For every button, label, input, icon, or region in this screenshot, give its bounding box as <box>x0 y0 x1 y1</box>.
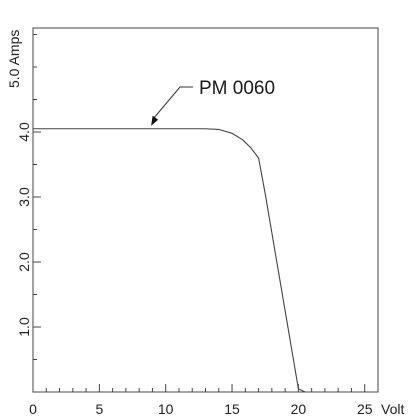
y-tick-label: 1.0 <box>16 317 32 337</box>
annotation-leader-line <box>153 86 193 119</box>
x-tick-label: 15 <box>224 401 240 417</box>
annotation-label: PM 0060 <box>199 78 275 99</box>
x-tick-label: 25 <box>357 401 373 417</box>
x-tick-label: 10 <box>158 401 174 417</box>
y-tick-labels: 1.0 2.0 3.0 4.0 <box>16 122 32 337</box>
series-annotation: PM 0060 <box>151 78 275 126</box>
annotation-arrowhead <box>151 115 159 126</box>
y-tick-label: 3.0 <box>16 187 32 207</box>
y-tick-label: 4.0 <box>16 122 32 142</box>
y-tick-label: 2.0 <box>16 252 32 272</box>
x-tick-label: 0 <box>29 401 37 417</box>
x-tick-label: 20 <box>291 401 307 417</box>
y-axis-label: 5.0 Amps <box>6 30 22 88</box>
series-line-pm-0060 <box>33 128 306 393</box>
x-axis-label: Volt <box>381 401 404 417</box>
x-tick-label: 5 <box>95 401 103 417</box>
x-tick-labels: 0 5 10 15 20 25 <box>29 401 373 417</box>
